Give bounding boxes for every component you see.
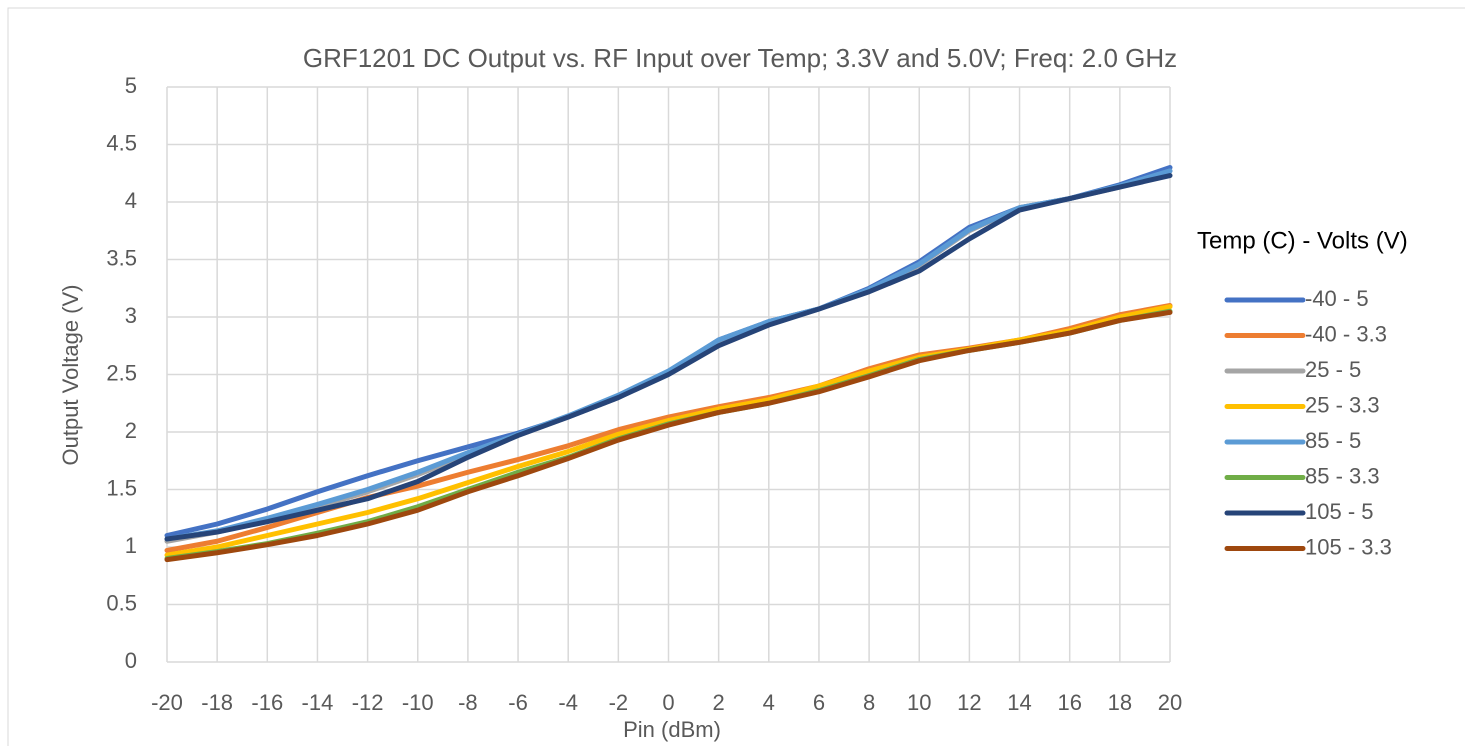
y-tick-label: 1.5 [106,475,137,500]
x-tick-label: 6 [813,690,825,715]
legend-label: 105 - 3.3 [1305,534,1392,559]
x-tick-label: -12 [352,690,384,715]
y-tick-label: 5 [125,73,137,98]
x-tick-label: -16 [251,690,283,715]
x-tick-label: 16 [1057,690,1081,715]
x-tick-label: -2 [609,690,629,715]
x-tick-label: -20 [151,690,183,715]
y-tick-label: 2 [125,418,137,443]
legend-label: -40 - 3.3 [1305,321,1387,346]
x-tick-label: 14 [1007,690,1031,715]
x-tick-label: -18 [201,690,233,715]
x-tick-label: 8 [863,690,875,715]
x-tick-label: -14 [302,690,334,715]
legend-title: Temp (C) - Volts (V) [1197,227,1408,254]
x-tick-label: 0 [662,690,674,715]
y-tick-label: 2.5 [106,360,137,385]
legend-label: 25 - 3.3 [1305,392,1380,417]
series-line [164,168,1173,542]
x-tick-label: 2 [713,690,725,715]
y-tick-label: 0.5 [106,590,137,615]
x-tick-label: -8 [458,690,478,715]
legend-label: 85 - 5 [1305,428,1361,453]
x-tick-label: 10 [907,690,931,715]
x-tick-label: -10 [402,690,434,715]
x-tick-label: -6 [508,690,528,715]
x-tick-label: 18 [1108,690,1132,715]
y-tick-label: 4.5 [106,130,137,155]
y-tick-label: 4 [125,188,137,213]
series-line [164,173,1173,542]
chart-title: GRF1201 DC Output vs. RF Input over Temp… [303,43,1177,73]
x-tick-label: 4 [763,690,775,715]
y-axis-label: Output Voltage (V) [58,285,83,466]
series-line [164,309,1173,563]
chart-border [7,7,1465,746]
legend-label: -40 - 5 [1305,286,1369,311]
y-tick-label: 0 [125,648,137,673]
x-tick-label: 12 [957,690,981,715]
y-tick-label: 3 [125,303,137,328]
legend-label: 25 - 5 [1305,357,1361,382]
x-tick-label: 20 [1158,690,1182,715]
y-tick-label: 3.5 [106,245,137,270]
y-tick-label: 1 [125,533,137,558]
legend-label: 105 - 5 [1305,499,1374,524]
x-axis-label: Pin (dBm) [623,717,721,742]
legend-label: 85 - 3.3 [1305,463,1380,488]
x-tick-label: -4 [558,690,578,715]
